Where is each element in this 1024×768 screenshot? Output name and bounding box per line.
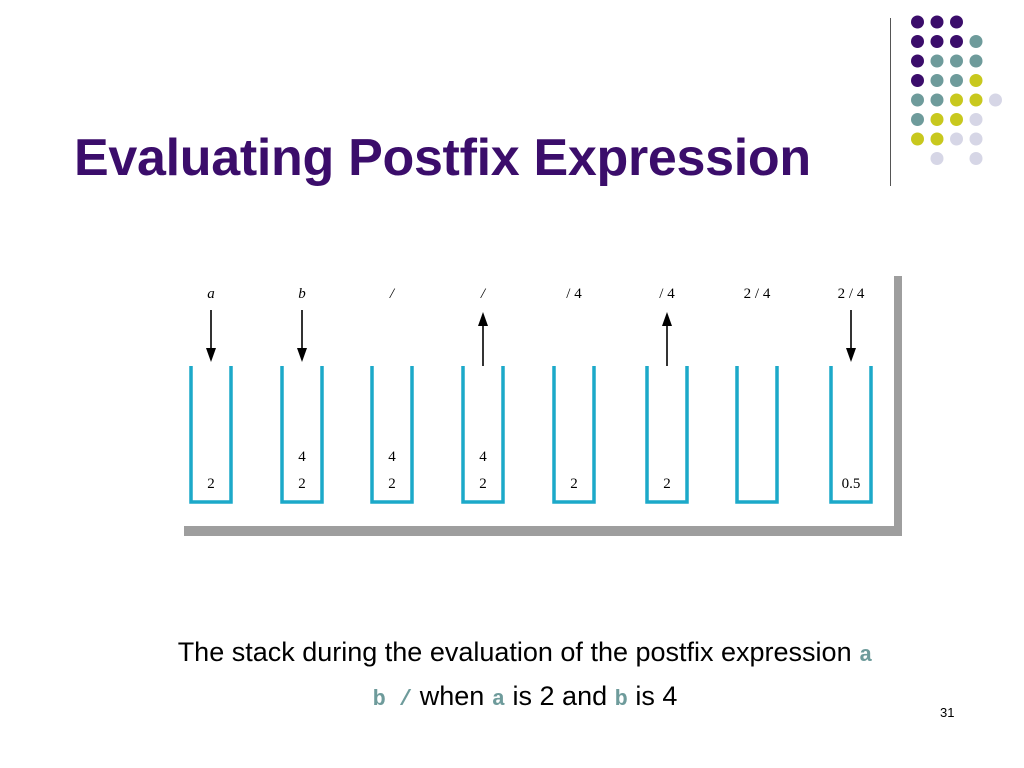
decorative-dot bbox=[989, 93, 1002, 107]
figure-caption: The stack during the evaluation of the p… bbox=[60, 632, 990, 720]
caption-line-2: b / when a is 2 and b is 4 bbox=[60, 676, 990, 720]
stack-value: 2 bbox=[570, 476, 578, 492]
decorative-dot bbox=[930, 132, 944, 146]
stack-value: 0.5 bbox=[842, 476, 861, 492]
stack-value: 2 bbox=[207, 476, 215, 492]
stack-step: / 4 2 bbox=[645, 286, 689, 504]
decorative-dot bbox=[950, 35, 963, 48]
caption-text: is 4 bbox=[627, 681, 678, 711]
caption-text: when bbox=[412, 681, 492, 711]
stack-value: 4 bbox=[479, 449, 487, 465]
decorative-dot bbox=[930, 113, 944, 126]
step-label: 2 / 4 bbox=[744, 286, 771, 302]
stack-step: a2 bbox=[189, 286, 233, 504]
stack-step: / 2 4 bbox=[370, 286, 414, 504]
stack-container bbox=[189, 366, 233, 504]
caption-code-b-div: b / bbox=[372, 687, 413, 712]
caption-text: The stack during the evaluation of the p… bbox=[177, 637, 860, 667]
stack-step: b 2 4 bbox=[280, 286, 324, 504]
decorative-dot bbox=[969, 152, 983, 165]
decorative-dot bbox=[969, 35, 983, 48]
stack-container bbox=[461, 366, 505, 504]
stack-value: 2 bbox=[663, 476, 671, 492]
decorative-dot bbox=[911, 113, 924, 126]
decorative-dot bbox=[930, 35, 944, 48]
decorative-dot bbox=[911, 132, 924, 146]
stack-container bbox=[280, 366, 324, 504]
decorative-dot bbox=[950, 15, 963, 29]
decorative-dot bbox=[930, 15, 944, 29]
decorative-dot bbox=[969, 93, 983, 107]
push-arrowhead bbox=[846, 348, 856, 362]
push-arrowhead bbox=[297, 348, 307, 362]
decorative-dot bbox=[969, 113, 983, 126]
decorative-dot bbox=[930, 93, 944, 107]
decorative-dot-grid bbox=[911, 15, 1002, 165]
step-label: a bbox=[207, 286, 215, 302]
pop-arrowhead bbox=[478, 312, 488, 326]
step-label: / 4 bbox=[659, 286, 675, 302]
stack-value: 4 bbox=[298, 449, 306, 465]
decorative-dot bbox=[911, 35, 924, 48]
step-label: / bbox=[480, 286, 487, 302]
stack-value: 2 bbox=[479, 476, 487, 492]
stack-step: 2 / 4 bbox=[735, 286, 779, 504]
step-label: / 4 bbox=[566, 286, 582, 302]
stack-value: 2 bbox=[388, 476, 396, 492]
decorative-dot bbox=[950, 54, 963, 68]
decorative-dot bbox=[969, 132, 983, 146]
decorative-dot bbox=[950, 132, 963, 146]
title-divider bbox=[890, 18, 891, 186]
decorative-dot bbox=[950, 93, 963, 107]
push-arrowhead bbox=[206, 348, 216, 362]
page-number: 31 bbox=[940, 705, 955, 720]
stack-container bbox=[645, 366, 689, 504]
step-label: 2 / 4 bbox=[838, 286, 865, 302]
stack-value: 2 bbox=[298, 476, 306, 492]
caption-code-b: b bbox=[614, 687, 628, 712]
caption-code-a: a bbox=[491, 687, 506, 712]
decorative-dot bbox=[930, 54, 944, 68]
stack-value: 4 bbox=[388, 449, 396, 465]
slide-title: Evaluating Postfix Expression bbox=[74, 129, 811, 187]
caption-line-1: The stack during the evaluation of the p… bbox=[60, 632, 990, 676]
decorative-dot bbox=[950, 113, 963, 126]
decorative-dot bbox=[930, 74, 944, 87]
decorative-dot bbox=[911, 93, 924, 107]
stack-container bbox=[735, 366, 779, 504]
decorative-dot bbox=[930, 152, 944, 165]
stack-container bbox=[370, 366, 414, 504]
step-label: / bbox=[389, 286, 396, 302]
decorative-dot bbox=[969, 54, 983, 68]
stack-container bbox=[552, 366, 596, 504]
pop-arrowhead bbox=[662, 312, 672, 326]
figure-panel bbox=[178, 270, 894, 526]
caption-text: is 2 and bbox=[505, 681, 615, 711]
caption-code-a: a bbox=[859, 643, 873, 668]
stack-step: / 2 4 bbox=[461, 286, 505, 504]
stack-container bbox=[829, 366, 873, 504]
stack-step: 2 / 4 0.5 bbox=[829, 286, 873, 504]
decorative-dot bbox=[969, 74, 983, 87]
decorative-dot bbox=[911, 74, 924, 87]
stack-step: / 4 2 bbox=[552, 286, 596, 504]
decorative-dot bbox=[911, 54, 924, 68]
decorative-dot bbox=[950, 74, 963, 87]
decorative-dot bbox=[911, 15, 924, 29]
step-label: b bbox=[298, 286, 306, 302]
